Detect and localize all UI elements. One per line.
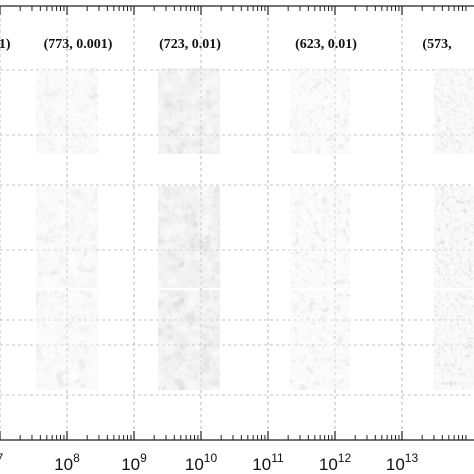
series-label: (573, [422, 37, 451, 52]
tick-base: 10 [386, 455, 405, 474]
micrograph-panel [289, 67, 351, 155]
micrograph-panel [35, 67, 99, 155]
tick-exponent: 8 [73, 451, 80, 465]
micrograph-panel [289, 185, 351, 289]
series-label: (773, 0.001) [44, 37, 113, 52]
micrograph-panel [433, 289, 474, 391]
micrograph-panel [157, 67, 221, 155]
micrograph-panel [433, 185, 474, 289]
tick-exponent: 11 [271, 451, 284, 465]
tick-exponent: 7 [0, 451, 4, 465]
axes [0, 5, 474, 441]
micrograph-panels [35, 67, 474, 391]
series-label: (723, 0.01) [159, 37, 221, 52]
series-label: (623, 0.01) [295, 37, 357, 52]
x-tick-labels: 71081091010101110121013 [0, 451, 418, 474]
tick-exponent: 9 [140, 451, 147, 465]
tick-base: 10 [319, 455, 338, 474]
tick-exponent: 13 [405, 451, 419, 465]
x-tick-label: 1011 [252, 451, 284, 474]
x-tick-label: 109 [121, 451, 147, 474]
micrograph-panel [157, 289, 221, 391]
micrograph-panel [35, 289, 99, 391]
series-label: .001) [0, 37, 11, 52]
micrograph-panel [433, 67, 474, 155]
micrograph-panel [157, 185, 221, 289]
tick-exponent: 12 [338, 451, 352, 465]
tick-base: 10 [121, 455, 140, 474]
tick-base: 10 [54, 455, 73, 474]
tick-base: 10 [185, 455, 204, 474]
x-tick-label: 1013 [386, 451, 419, 474]
series-labels: .001) (773, 0.001) (723, 0.01) (623, 0.01) (… [0, 37, 452, 52]
tick-base: 10 [252, 455, 271, 474]
x-tick-label: 1012 [319, 451, 352, 474]
micrograph-panel [289, 289, 351, 391]
micrograph-panel [35, 185, 99, 289]
x-tick-label: 108 [54, 451, 80, 474]
x-tick-label: 1010 [185, 451, 218, 474]
tick-exponent: 10 [204, 451, 218, 465]
x-tick-label: 7 [0, 451, 4, 465]
